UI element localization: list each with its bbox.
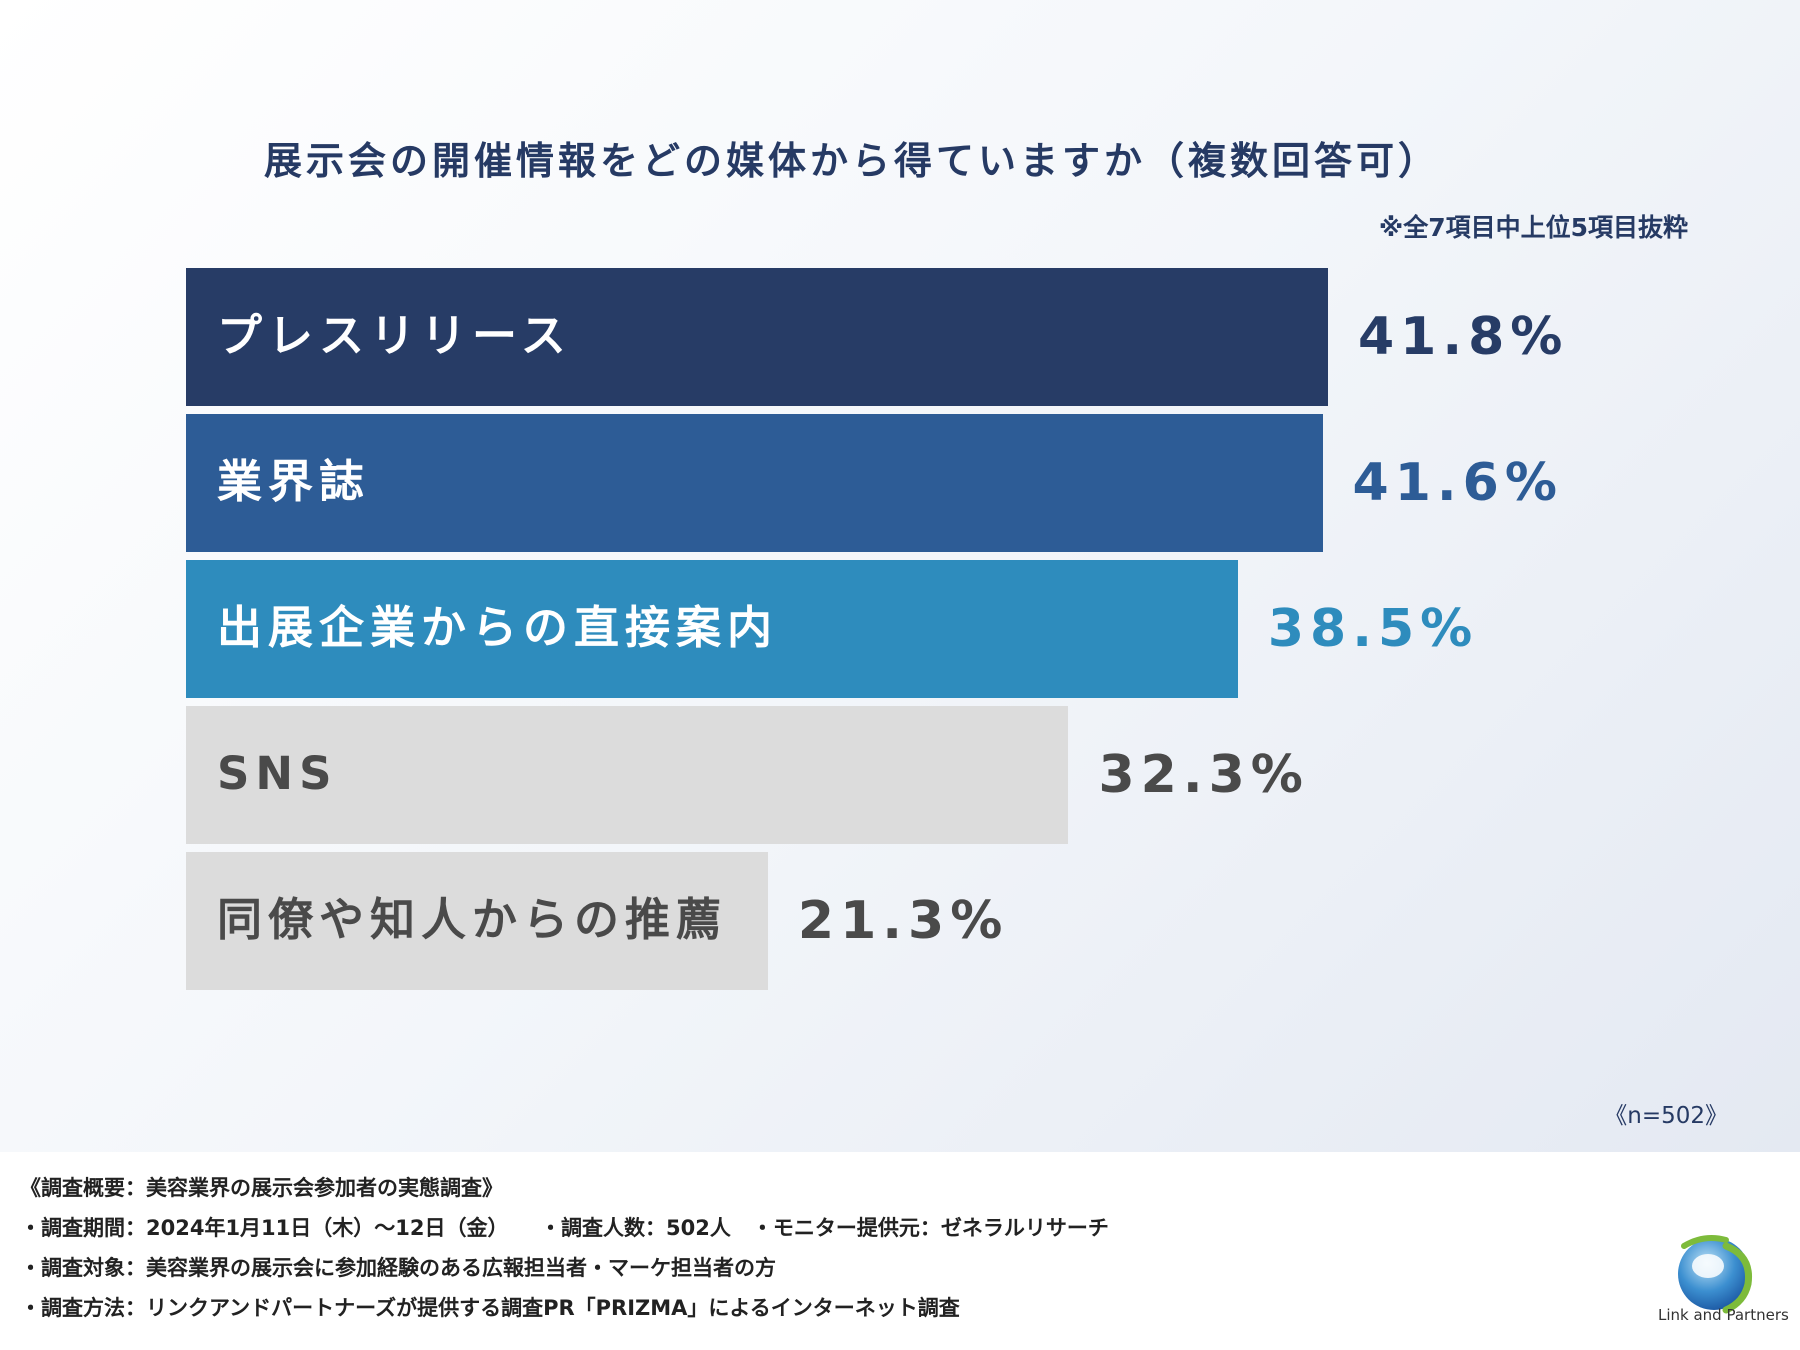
bar-label-4: SNS <box>217 747 338 800</box>
bar-value-4: 32.3% <box>1098 745 1309 805</box>
bar-label-5: 同僚や知人からの推薦 <box>217 893 728 946</box>
company-logo <box>1678 1235 1753 1314</box>
sample-size: 《n=502》 <box>1604 1103 1728 1129</box>
bar-2 <box>186 414 1323 552</box>
bar-value-2: 41.6% <box>1352 453 1563 513</box>
bar-label-3: 出展企業からの直接案内 <box>217 601 779 654</box>
chart-note: ※全7項目中上位5項目抜粋 <box>1378 213 1688 242</box>
bar-chart: プレスリリース 41.8% 業界誌 41.6% 出展企業からの直接案内 38.5% SNS 3… <box>186 268 1569 990</box>
chart-panel: 展示会の開催情報をどの媒体から得ていますか（複数回答可） ※全7項目中上位5項目… <box>0 0 1800 1152</box>
bar-value-5: 21.3% <box>797 891 1009 951</box>
bar-value-3: 38.5% <box>1267 599 1479 659</box>
survey-target: ・調査対象：美容業界の展示会に参加経験のある広報担当者・マーケ担当者の方 <box>20 1256 776 1280</box>
bar-1 <box>186 268 1328 406</box>
bar-5 <box>186 852 768 990</box>
bar-4 <box>186 706 1069 844</box>
bar-label-1: プレスリリース <box>217 309 572 362</box>
bar-value-1: 41.8% <box>1358 307 1569 367</box>
survey-overview: 《調査概要：美容業界の展示会参加者の実態調査》 <box>20 1176 503 1200</box>
survey-period: ・調査期間：2024年1月11日（木）〜12日（金） ・調査人数：502人 ・モ… <box>20 1216 1109 1240</box>
chart-title: 展示会の開催情報をどの媒体から得ていますか（複数回答可） <box>264 139 1441 183</box>
survey-method: ・調査方法：リンクアンドパートナーズが提供する調査PR「PRIZMA」によるイン… <box>20 1296 960 1320</box>
bar-3 <box>186 560 1238 698</box>
survey-footer: 《調査概要：美容業界の展示会参加者の実態調査》 ・調査期間：2024年1月11日… <box>0 1152 1800 1350</box>
bar-label-2: 業界誌 <box>217 455 371 508</box>
logo-text: Link and Partners <box>1658 1306 1789 1324</box>
